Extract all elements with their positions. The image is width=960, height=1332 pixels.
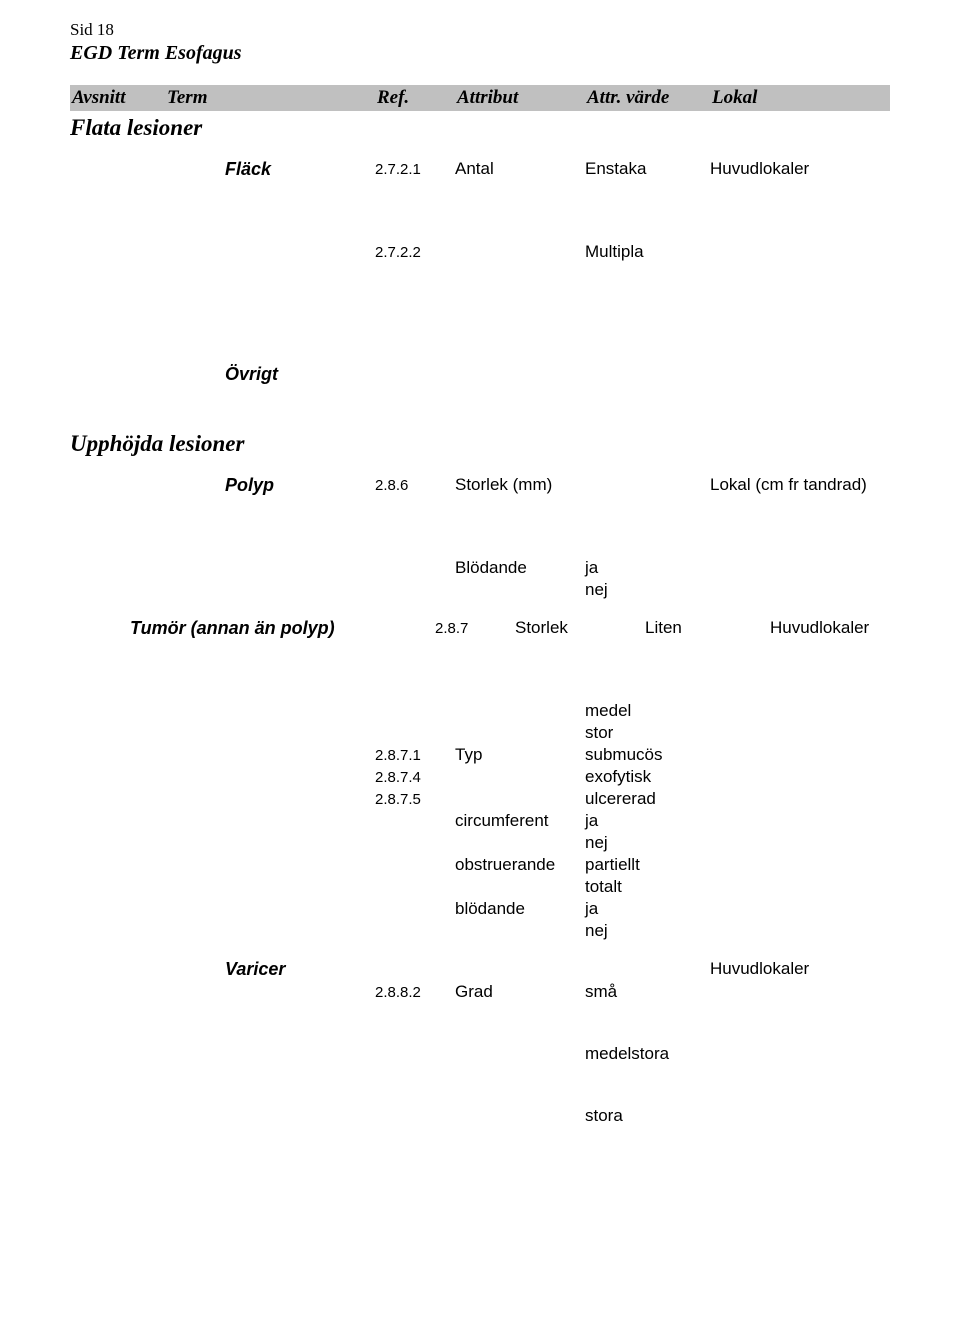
attr: Grad: [455, 982, 493, 1001]
row-tumor-obst-1: obstruerande partiellt: [70, 855, 890, 875]
row-tumor-blod-2: nej: [70, 921, 890, 941]
val: partiellt: [585, 855, 640, 874]
attr: blödande: [455, 899, 525, 918]
ref: 2.8.7.4: [375, 769, 421, 786]
row-polyp-blod-1: Blödande ja: [70, 558, 890, 578]
attr: circumferent: [455, 811, 549, 830]
row-tumor-circ-2: nej: [70, 833, 890, 853]
lokal: Huvudlokaler: [710, 959, 809, 978]
row-tumor-obst-2: totalt: [70, 877, 890, 897]
col-attr-varde: Attr. värde: [587, 87, 712, 109]
row-tumor-blod-1: blödande ja: [70, 899, 890, 919]
term-tumor: Tumör (annan än polyp): [130, 618, 335, 638]
ref: 2.7.2.2: [375, 244, 421, 261]
term-varicer: Varicer: [165, 959, 285, 979]
ref: 2.8.6: [375, 477, 408, 494]
attr: Antal: [455, 159, 494, 178]
row-tumor-typ-2: 2.8.7.4 exofytisk: [70, 767, 890, 787]
section-flata-lesioner: Flata lesioner: [70, 115, 890, 141]
ref: 2.8.7.1: [375, 747, 421, 764]
page: Sid 18 EGD Term Esofagus Avsnitt Term Re…: [0, 0, 960, 1168]
val: medelstora: [585, 1044, 669, 1063]
row-varicer-4: stora: [70, 1106, 890, 1126]
row-varicer-1: Varicer Huvudlokaler: [70, 959, 890, 980]
row-tumor-circ-1: circumferent ja: [70, 811, 890, 831]
term-ovrigt: Övrigt: [165, 364, 278, 384]
term-polyp: Polyp: [165, 475, 274, 495]
section-upphojda-lesioner: Upphöjda lesioner: [70, 431, 890, 457]
col-term: Term: [167, 87, 377, 109]
ref: 2.8.7.5: [375, 791, 421, 808]
row-tumor-stor: stor: [70, 723, 890, 743]
term-flack: Fläck: [165, 159, 271, 179]
row-polyp-blod-2: nej: [70, 580, 890, 600]
attr: obstruerande: [455, 855, 555, 874]
col-attribut: Attribut: [457, 87, 587, 109]
col-avsnitt: Avsnitt: [72, 87, 167, 109]
val: små: [585, 982, 617, 1001]
val: ja: [585, 558, 598, 577]
val: Enstaka: [585, 159, 646, 178]
attr: Storlek (mm): [455, 475, 552, 494]
attr: Storlek: [515, 618, 568, 637]
ref: 2.7.2.1: [375, 161, 421, 178]
row-varicer-3: medelstora: [70, 1044, 890, 1064]
col-lokal: Lokal: [712, 87, 888, 109]
val: ulcererad: [585, 789, 656, 808]
val: stora: [585, 1106, 623, 1125]
val: ja: [585, 899, 598, 918]
val: Liten: [645, 618, 682, 637]
row-tumor-medel: medel: [70, 701, 890, 721]
row-polyp: Polyp 2.8.6 Storlek (mm) Lokal (cm fr ta…: [70, 475, 890, 496]
col-ref: Ref.: [377, 87, 457, 109]
val: stor: [585, 723, 613, 742]
attr: Typ: [455, 745, 482, 764]
val: medel: [585, 701, 631, 720]
row-flack-1: Fläck 2.7.2.1 Antal Enstaka Huvudlokaler: [70, 159, 890, 180]
val: totalt: [585, 877, 622, 896]
lokal: Huvudlokaler: [770, 618, 869, 637]
attr: Blödande: [455, 558, 527, 577]
val: ja: [585, 811, 598, 830]
val: nej: [585, 833, 608, 852]
row-ovrigt: Övrigt: [70, 364, 890, 385]
val: exofytisk: [585, 767, 651, 786]
lokal: Huvudlokaler: [710, 159, 809, 178]
page-number: Sid 18: [70, 20, 890, 40]
val: nej: [585, 580, 608, 599]
row-tumor-typ-3: 2.8.7.5 ulcererad: [70, 789, 890, 809]
val: submucös: [585, 745, 662, 764]
row-flack-2: 2.7.2.2 Multipla: [70, 242, 890, 262]
row-tumor: Tumör (annan än polyp) 2.8.7 Storlek Lit…: [70, 618, 890, 639]
ref: 2.8.8.2: [375, 984, 421, 1001]
row-varicer-2: 2.8.8.2 Grad små: [70, 982, 890, 1002]
val: nej: [585, 921, 608, 940]
ref: 2.8.7: [435, 620, 468, 637]
lokal: Lokal (cm fr tandrad): [710, 475, 867, 494]
table-header: Avsnitt Term Ref. Attribut Attr. värde L…: [70, 85, 890, 111]
doc-title: EGD Term Esofagus: [70, 42, 890, 65]
row-tumor-typ-1: 2.8.7.1 Typ submucös: [70, 745, 890, 765]
val: Multipla: [585, 242, 644, 261]
